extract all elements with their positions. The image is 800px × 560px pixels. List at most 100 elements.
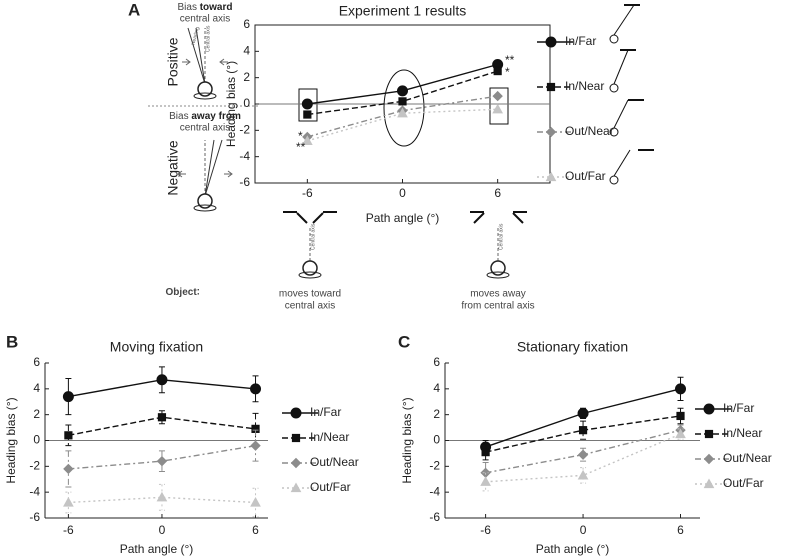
y-tick-label: -6 <box>239 175 250 189</box>
x-tick-label: -6 <box>302 186 313 200</box>
marker <box>156 455 168 467</box>
marker <box>577 449 589 460</box>
legend-label: Out/Near <box>723 451 772 465</box>
object-word: Object <box>166 287 198 298</box>
y-tick-label: 0 <box>433 433 440 447</box>
legend-label: Out/Far <box>723 476 764 490</box>
axis-label: Central axis <box>498 223 504 250</box>
panel-label: A <box>128 0 140 19</box>
highlight-box <box>298 88 318 122</box>
head <box>302 260 318 276</box>
legend-label: In/Near <box>565 79 604 93</box>
y-tick-label: -2 <box>239 123 250 137</box>
x-tick-label: -6 <box>63 523 74 537</box>
marker <box>675 383 687 395</box>
y-axis-label: Heading bias (°) <box>224 61 238 147</box>
x-axis-label: Path angle (°) <box>120 542 194 556</box>
marker <box>492 103 504 114</box>
marker <box>157 413 167 422</box>
panel-label: C <box>398 332 410 351</box>
bias-word: Bias <box>169 111 188 122</box>
marker <box>156 374 168 386</box>
y-tick-label: 0 <box>243 96 250 110</box>
legend-label: In/Far <box>310 405 341 419</box>
y-tick-label: 2 <box>243 70 250 84</box>
y-tick-label: -4 <box>429 484 440 498</box>
heading-line <box>195 27 206 85</box>
legend-marker <box>291 433 301 443</box>
object-lines <box>470 211 527 224</box>
marker <box>62 391 74 403</box>
legend-icons <box>609 4 654 185</box>
series-line <box>307 70 498 116</box>
y-tick-label: 4 <box>433 381 440 395</box>
away-word: away from <box>191 111 241 122</box>
legend-label: In/Far <box>565 34 596 48</box>
caption: from central axis <box>461 301 534 312</box>
legend-marker <box>703 453 715 465</box>
marker <box>676 411 685 421</box>
legend-marker <box>290 482 302 493</box>
x-tick-label: 0 <box>159 523 166 537</box>
significance: ** <box>505 53 515 67</box>
x-tick-label: 6 <box>494 186 501 200</box>
series-line <box>68 496 256 504</box>
legend-marker <box>545 36 557 48</box>
legend-label: Out/Far <box>565 169 606 183</box>
y-tick-label: 6 <box>433 355 440 369</box>
error-bar <box>252 487 259 518</box>
x-axis-label: Path angle (°) <box>536 542 610 556</box>
marker <box>577 407 589 419</box>
marker <box>250 440 261 451</box>
marker <box>301 98 313 110</box>
y-tick-label: 2 <box>433 407 440 421</box>
bias-away: Bias away from <box>169 111 241 122</box>
y-tick-label: 6 <box>33 355 40 369</box>
marker <box>156 491 168 502</box>
marker <box>578 426 588 435</box>
marker <box>481 448 490 457</box>
error-bar <box>580 467 587 484</box>
shoulders <box>486 271 510 279</box>
y-axis-label: Heading bias (°) <box>400 397 414 483</box>
error-bar <box>482 472 489 492</box>
head <box>197 81 213 97</box>
toward-word: toward <box>200 2 233 13</box>
caption: central axis <box>285 301 336 312</box>
caption: moves away <box>470 289 526 300</box>
y-axis-label: Heading bias (°) <box>4 397 18 483</box>
marker <box>63 496 74 507</box>
y-tick-label: 0 <box>33 433 40 447</box>
marker <box>63 463 74 475</box>
y-tick-label: -2 <box>29 459 40 473</box>
shoulders <box>298 271 322 279</box>
marker <box>675 428 686 439</box>
marker <box>64 431 73 440</box>
marker <box>250 383 262 395</box>
y-tick-label: -4 <box>29 484 40 498</box>
arrows <box>182 58 228 66</box>
x-tick-label: 6 <box>677 523 684 537</box>
legend-marker <box>545 126 557 138</box>
legend-marker <box>703 403 715 415</box>
marker <box>301 135 313 145</box>
central-axis-caption: central axis <box>180 123 231 134</box>
y-tick-label: 2 <box>33 407 40 421</box>
heading-line <box>204 139 223 197</box>
y-tick-label: 4 <box>33 381 40 395</box>
positive-label: Positive <box>165 37 181 86</box>
legend-label: Out/Near <box>310 455 359 469</box>
highlight-ellipse <box>383 69 425 147</box>
legend-label: In/Near <box>310 430 349 444</box>
x-tick-label: 0 <box>399 186 406 200</box>
marker <box>493 66 502 76</box>
legend-marker <box>290 407 302 419</box>
legend-marker <box>545 171 557 182</box>
significance: * <box>505 65 510 79</box>
error-bar <box>158 410 165 425</box>
object-lines <box>283 211 337 224</box>
bias-toward: Bias toward <box>177 2 232 13</box>
axis-label: Central axis <box>310 223 316 250</box>
object-label: Object: <box>166 287 200 298</box>
